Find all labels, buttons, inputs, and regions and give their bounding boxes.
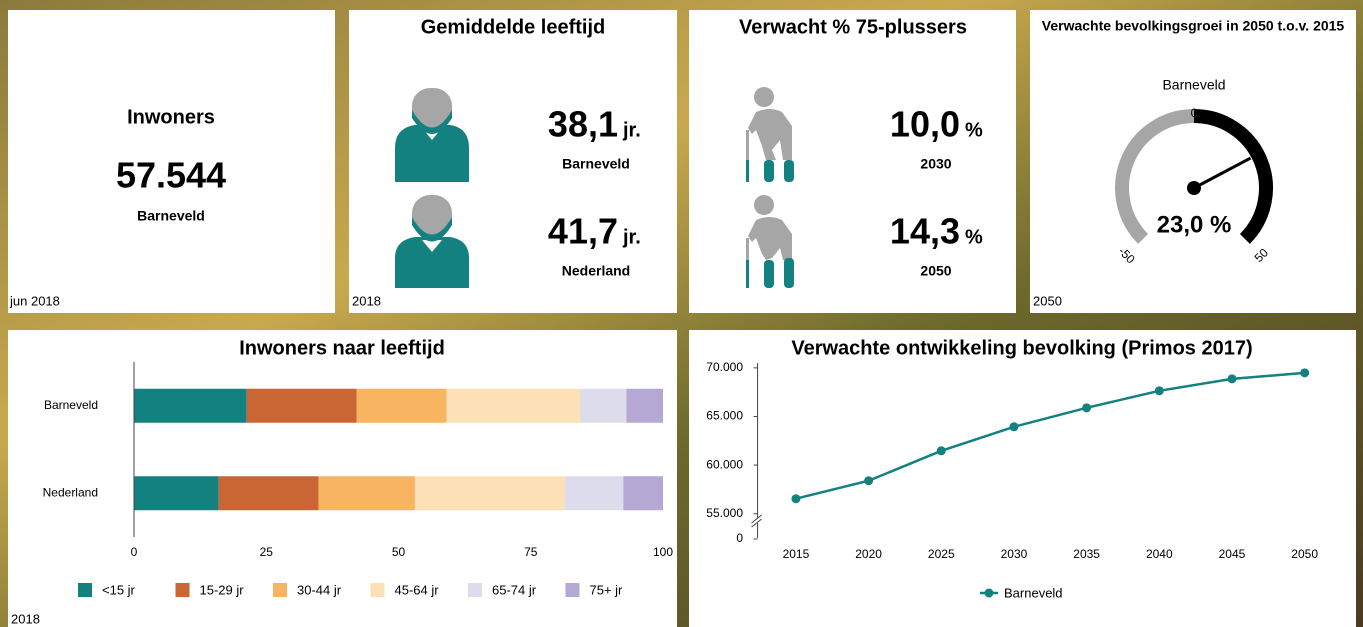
card-label: Barneveld: [562, 156, 630, 172]
data-point: [1009, 422, 1018, 431]
legend-label: 15-29 jr: [200, 582, 245, 597]
legend-label: <15 jr: [102, 582, 136, 597]
y-tick-label: Nederland: [43, 485, 98, 499]
data-point: [1300, 368, 1309, 377]
x-tick-label: 2045: [1219, 547, 1246, 561]
x-tick-label: 75: [524, 545, 538, 559]
dashboard: Inwoners 57.544 Barneveld jun 2018 Gemid…: [0, 0, 1363, 627]
card-panel: [1030, 10, 1356, 313]
card-value: 10,0: [890, 104, 960, 145]
card-unit: %: [965, 226, 983, 248]
chart-title: Verwachte ontwikkeling bevolking (Primos…: [791, 337, 1252, 359]
card-label: Nederland: [562, 263, 630, 279]
legend-marker: [985, 589, 994, 598]
gauge-label: Barneveld: [1162, 77, 1225, 93]
card-value: 38,1: [548, 104, 618, 145]
card-unit: jr.: [622, 226, 641, 248]
card-value: 57.544: [116, 155, 226, 196]
legend-swatch: [468, 583, 482, 597]
bar-segment: [565, 476, 623, 510]
y-tick-label: Barneveld: [44, 398, 98, 412]
bar-segment: [580, 389, 626, 423]
x-tick-label: 2025: [928, 547, 955, 561]
data-point: [1082, 403, 1091, 412]
legend-label: 65-74 jr: [492, 582, 537, 597]
x-tick-label: 0: [131, 545, 138, 559]
chart-title: Inwoners naar leeftijd: [239, 337, 445, 359]
page: { "cards": [ {"title": "Inwoners", "valu…: [0, 0, 1363, 627]
footnote: 2018: [352, 293, 381, 308]
bar-segment: [415, 476, 565, 510]
data-point: [864, 476, 873, 485]
x-tick-label: 2040: [1146, 547, 1173, 561]
bar-segment: [134, 476, 219, 510]
footnote: 2018: [11, 611, 40, 626]
legend-swatch: [273, 583, 287, 597]
chart-panel: [689, 330, 1356, 627]
gauge-tick-label: 0: [1191, 106, 1198, 120]
bar-segment: [319, 476, 415, 510]
legend-swatch: [78, 583, 92, 597]
legend-label: 75+ jr: [590, 582, 624, 597]
y-tick-label: 0: [736, 531, 743, 545]
legend-swatch: [566, 583, 580, 597]
card-label: Barneveld: [137, 208, 205, 224]
card-label: 2030: [920, 156, 951, 172]
card-unit: %: [965, 119, 983, 141]
bar-segment: [219, 476, 319, 510]
legend-swatch: [176, 583, 190, 597]
card-title: Inwoners: [127, 106, 215, 128]
gauge-hub: [1187, 181, 1201, 195]
y-tick-label: 55.000: [706, 506, 743, 520]
legend-label: 30-44 jr: [297, 582, 342, 597]
card-title: Verwacht % 75-plussers: [739, 16, 967, 38]
x-tick-label: 2015: [783, 547, 810, 561]
gauge-value: 23,0 %: [1157, 211, 1232, 238]
data-point: [1227, 374, 1236, 383]
bar-segment: [447, 389, 581, 423]
x-tick-label: 50: [392, 545, 406, 559]
card-title: Gemiddelde leeftijd: [421, 16, 605, 38]
data-point: [1155, 386, 1164, 395]
x-tick-label: 2020: [855, 547, 882, 561]
footnote: 2050: [1033, 293, 1062, 308]
card-value: 14,3: [890, 211, 960, 252]
x-tick-label: 2035: [1073, 547, 1100, 561]
y-tick-label: 65.000: [706, 409, 743, 423]
card-panel: [689, 10, 1016, 313]
bar-segment: [623, 476, 663, 510]
x-tick-label: 100: [653, 545, 673, 559]
x-tick-label: 25: [260, 545, 274, 559]
x-tick-label: 2050: [1291, 547, 1318, 561]
bar-segment: [247, 389, 357, 423]
x-tick-label: 2030: [1001, 547, 1028, 561]
card-unit: jr.: [622, 119, 641, 141]
data-point: [791, 494, 800, 503]
legend-label: Barneveld: [1004, 585, 1063, 600]
chart-title: Verwachte bevolkingsgroei in 2050 t.o.v.…: [1042, 18, 1345, 34]
y-tick-label: 60.000: [706, 457, 743, 471]
legend-swatch: [371, 583, 385, 597]
data-point: [937, 446, 946, 455]
card-value: 41,7: [548, 211, 618, 252]
y-tick-label: 70.000: [706, 360, 743, 374]
bar-segment: [626, 389, 663, 423]
card-label: 2050: [920, 263, 951, 279]
footnote: jun 2018: [9, 293, 60, 308]
bar-segment: [134, 389, 247, 423]
legend-label: 45-64 jr: [395, 582, 440, 597]
bar-segment: [357, 389, 447, 423]
